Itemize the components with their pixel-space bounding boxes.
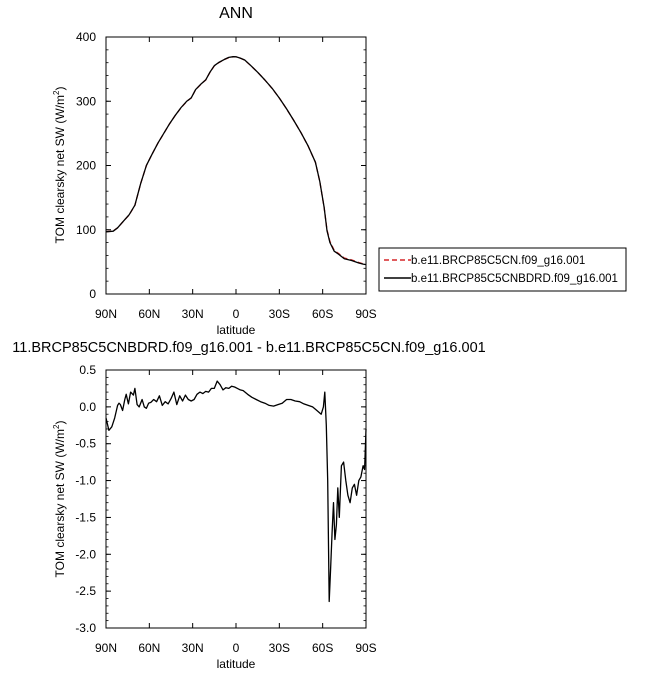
bottom-x-tick-label: 30S bbox=[269, 641, 290, 655]
bottom-x-axis-label: latitude bbox=[217, 657, 256, 671]
bottom-grid-layer: 90N 60N 30N 0 30S 60S 90S 0.5 0.0 -0.5 -1.0 -1.5 -2.… bbox=[75, 363, 376, 655]
bottom-x-tick-label: 60N bbox=[138, 641, 160, 655]
top-chart-title: ANN bbox=[219, 5, 253, 22]
top-x-tick-label: 60N bbox=[138, 307, 160, 321]
bottom-y-axis-label-sup: 2 bbox=[52, 424, 61, 429]
top-y-axis-label: TOM clearsky net SW (W/m2) bbox=[52, 87, 67, 244]
bottom-chart-title: 11.BRCP85C5CNBDRD.f09_g16.001 - b.e11.BR… bbox=[12, 340, 485, 356]
bottom-y-tick-label: -1.5 bbox=[75, 510, 96, 524]
top-grid-layer: 90N 60N 30N 0 30S 60S 90S 0 100 200 300 400 bbox=[76, 30, 377, 321]
legend-box bbox=[378, 247, 627, 292]
legend-label-series-1: b.e11.BRCP85C5CN.f09_g16.001 bbox=[411, 255, 585, 267]
top-x-axis-label: latitude bbox=[217, 323, 256, 337]
bottom-y-tick-label: 0.5 bbox=[79, 363, 96, 377]
top-y-axis-label-main: TOM clearsky net SW (W/m bbox=[53, 95, 67, 243]
bottom-y-tick-label: -3.0 bbox=[75, 621, 96, 635]
bottom-y-axis-label: TOM clearsky net SW (W/m2) bbox=[52, 421, 67, 578]
top-y-tick-label: 200 bbox=[76, 159, 96, 173]
top-y-axis-label-close: ) bbox=[53, 87, 67, 91]
bottom-y-tick-label: -2.5 bbox=[75, 584, 96, 598]
bottom-y-tick-label: -2.0 bbox=[75, 547, 96, 561]
bottom-x-tick-label: 90N bbox=[95, 641, 117, 655]
bottom-x-tick-label: 0 bbox=[233, 641, 240, 655]
bottom-x-tick-label: 60S bbox=[312, 641, 333, 655]
top-series-line-2 bbox=[105, 56, 367, 266]
top-y-tick-label: 400 bbox=[76, 30, 96, 44]
bottom-y-tick-label: -1.0 bbox=[75, 474, 96, 488]
top-y-tick-label: 0 bbox=[89, 287, 96, 301]
top-x-tick-label: 30N bbox=[182, 307, 204, 321]
bottom-series-line-1 bbox=[105, 380, 367, 603]
legend: b.e11.BRCP85C5CN.f09_g16.001 b.e11.BRCP8… bbox=[378, 247, 627, 292]
bottom-x-tick-label: 30N bbox=[182, 641, 204, 655]
bottom-y-axis-label-close: ) bbox=[53, 421, 67, 425]
bottom-plot-frame bbox=[105, 369, 367, 629]
legend-label-series-2: b.e11.BRCP85C5CNBDRD.f09_g16.001 bbox=[411, 273, 618, 285]
top-x-tick-label: 30S bbox=[269, 307, 290, 321]
bottom-y-tick-label: 0.0 bbox=[79, 400, 96, 414]
bottom-y-tick-label: -0.5 bbox=[75, 437, 96, 451]
bottom-panel: 11.BRCP85C5CNBDRD.f09_g16.001 - b.e11.BR… bbox=[12, 340, 485, 671]
bottom-x-tick-label: 90S bbox=[355, 641, 376, 655]
top-y-tick-label: 300 bbox=[76, 94, 96, 108]
top-x-tick-label: 60S bbox=[312, 307, 333, 321]
top-x-tick-label: 90S bbox=[355, 307, 376, 321]
bottom-y-axis-label-main: TOM clearsky net SW (W/m bbox=[53, 429, 67, 577]
top-panel: ANN 90N 60N 30N 0 30S 60S 90S 0 100 200 300 400 lat… bbox=[52, 5, 627, 337]
top-y-axis-label-sup: 2 bbox=[52, 90, 61, 95]
top-y-tick-label: 100 bbox=[76, 223, 96, 237]
top-plot-frame bbox=[105, 36, 367, 295]
top-x-tick-label: 0 bbox=[233, 307, 240, 321]
top-x-tick-label: 90N bbox=[95, 307, 117, 321]
